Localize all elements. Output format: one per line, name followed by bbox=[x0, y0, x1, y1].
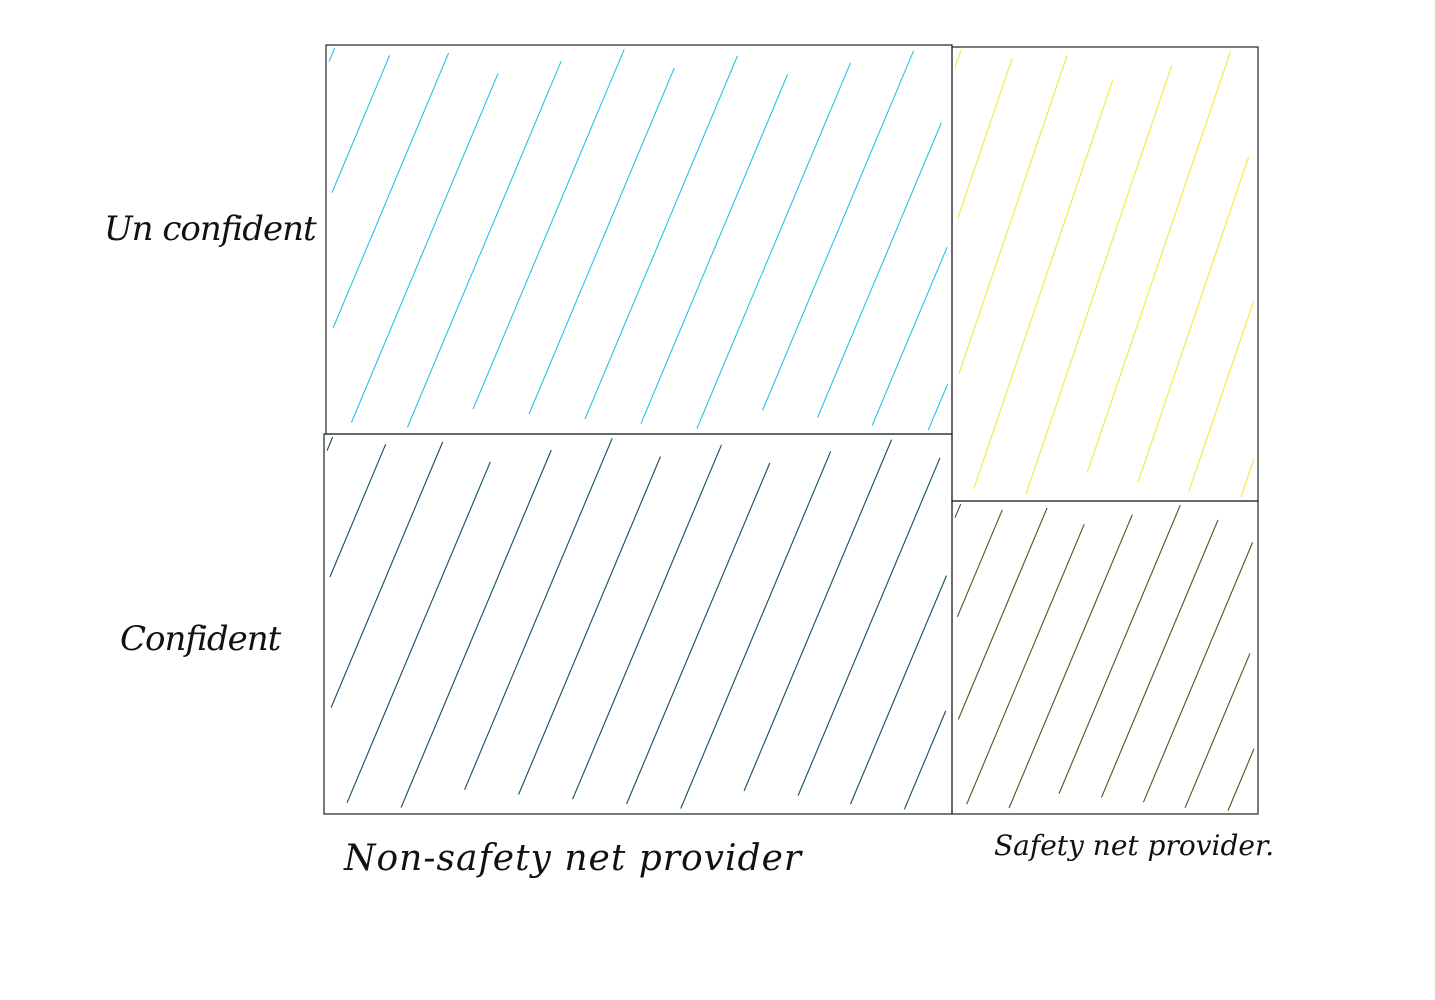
hatch-line-safety-confident bbox=[1058, 504, 1181, 794]
hatch-line-non-safety-confident bbox=[329, 443, 387, 578]
hatch-line-safety-confident bbox=[1142, 542, 1254, 803]
hatch-line-safety-unconfident bbox=[1086, 51, 1232, 473]
hatch-line-non-safety-confident bbox=[680, 451, 832, 809]
hatch-line-non-safety-unconfident bbox=[331, 55, 391, 193]
cell-safety-unconfident bbox=[951, 46, 1259, 502]
cell-safety-confident bbox=[951, 500, 1259, 815]
hatch-line-non-safety-confident bbox=[326, 436, 334, 451]
hatch-line-non-safety-confident bbox=[330, 441, 444, 708]
hatch-line-non-safety-unconfident bbox=[350, 73, 499, 423]
column-label-safety-net-provider: Safety net provider. bbox=[994, 829, 1274, 862]
hatch-line-non-safety-unconfident bbox=[328, 47, 336, 62]
cell-non-safety-confident bbox=[323, 433, 953, 815]
hatch-line-non-safety-confident bbox=[400, 449, 552, 808]
hatch-line-non-safety-unconfident bbox=[696, 62, 852, 429]
hatch-line-safety-unconfident bbox=[958, 55, 1068, 374]
hatch-line-non-safety-unconfident bbox=[332, 52, 450, 329]
hatch-line-non-safety-unconfident bbox=[871, 246, 948, 426]
hatch-line-safety-unconfident bbox=[1188, 301, 1255, 492]
hatch-line-non-safety-confident bbox=[572, 444, 723, 800]
hatch-line-non-safety-unconfident bbox=[927, 384, 949, 431]
hatch-line-non-safety-unconfident bbox=[816, 122, 942, 418]
hatch-line-non-safety-confident bbox=[346, 461, 491, 803]
hatch-line-safety-unconfident bbox=[1025, 65, 1173, 494]
hatch-line-safety-confident bbox=[1227, 748, 1255, 811]
hatch-line-safety-confident bbox=[1184, 653, 1251, 809]
cell-non-safety-unconfident bbox=[325, 44, 953, 435]
hatch-line-non-safety-unconfident bbox=[584, 55, 738, 420]
hatch-line-safety-confident bbox=[1008, 514, 1133, 809]
hatch-line-non-safety-confident bbox=[464, 438, 613, 790]
row-label-confident: Confident bbox=[120, 619, 282, 659]
hatch-line-non-safety-confident bbox=[797, 457, 941, 796]
hatch-line-non-safety-unconfident bbox=[472, 49, 625, 410]
hatch-line-non-safety-unconfident bbox=[640, 74, 789, 424]
hatch-line-non-safety-unconfident bbox=[528, 67, 675, 415]
hatch-line-non-safety-confident bbox=[903, 710, 947, 810]
hatch-line-non-safety-unconfident bbox=[406, 61, 562, 428]
hatch-line-safety-unconfident bbox=[1240, 458, 1255, 498]
hatch-line-safety-unconfident bbox=[1137, 156, 1250, 483]
hatch-line-non-safety-confident bbox=[849, 575, 948, 805]
hatch-line-non-safety-confident bbox=[518, 456, 662, 795]
hatch-line-safety-confident bbox=[954, 503, 962, 518]
hatch-layer bbox=[326, 47, 1255, 811]
hatch-line-safety-confident bbox=[1100, 519, 1219, 798]
hatch-line-safety-unconfident bbox=[973, 79, 1114, 489]
hatch-line-safety-confident bbox=[956, 509, 1003, 618]
hatch-line-non-safety-confident bbox=[743, 439, 893, 792]
hatch-line-safety-confident bbox=[957, 507, 1048, 720]
hatch-line-non-safety-unconfident bbox=[761, 50, 915, 411]
column-label-non-safety-net-provider: Non-safety net provider bbox=[343, 838, 803, 879]
hatch-line-non-safety-confident bbox=[626, 462, 771, 805]
row-label-unconfident: Un confident bbox=[104, 209, 317, 249]
hatch-line-safety-unconfident bbox=[954, 49, 962, 68]
hatch-line-safety-confident bbox=[966, 524, 1085, 805]
hatch-line-safety-unconfident bbox=[957, 58, 1013, 219]
